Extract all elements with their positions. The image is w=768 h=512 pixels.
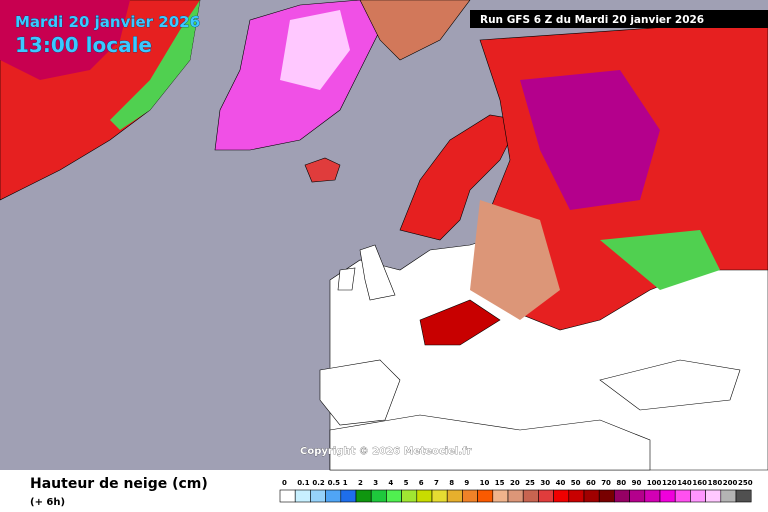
legend-swatch — [553, 489, 570, 503]
copyright: Copyright © 2026 Meteociel.fr — [300, 446, 471, 457]
legend-label: 30 — [540, 479, 550, 487]
legend-label: 9 — [464, 479, 469, 487]
legend-label: 250 — [738, 479, 753, 487]
time-title: 13:00 locale — [15, 33, 152, 57]
legend-label: 10 — [480, 479, 490, 487]
legend-swatch — [340, 489, 357, 503]
footer-step: (+ 6h) — [30, 497, 65, 508]
legend-label: 0.1 — [297, 479, 310, 487]
legend: 0 0.1 0.2 0.5 1 2 3 4 5 6 7 8 9 10 15 20 25 30 40 50 60 70 80 9… — [279, 479, 753, 503]
legend-label: 160 — [692, 479, 707, 487]
legend-swatch — [690, 489, 706, 503]
legend-swatch — [568, 489, 585, 503]
legend-swatch — [401, 489, 418, 503]
legend-swatch — [462, 489, 478, 503]
legend-label: 4 — [388, 479, 393, 487]
legend-label: 90 — [632, 479, 642, 487]
legend-label: 100 — [647, 479, 662, 487]
legend-label: 7 — [434, 479, 439, 487]
legend-label: 20 — [510, 479, 520, 487]
legend-label: 0 — [282, 479, 287, 487]
legend-swatch — [644, 489, 661, 503]
legend-swatch — [386, 489, 402, 503]
legend-swatch — [310, 489, 326, 503]
legend-swatch — [355, 489, 372, 503]
legend-label: 80 — [616, 479, 626, 487]
legend-swatch — [538, 489, 554, 503]
legend-label: 0.2 — [312, 479, 325, 487]
legend-swatch — [598, 489, 615, 503]
date-title: Mardi 20 janvier 2026 — [15, 13, 200, 31]
legend-label: 6 — [419, 479, 424, 487]
legend-swatch — [705, 489, 722, 503]
legend-label: 2 — [358, 479, 363, 487]
legend-swatch — [629, 489, 646, 503]
legend-swatch — [325, 489, 342, 503]
legend-label: 3 — [373, 479, 378, 487]
legend-label: 140 — [677, 479, 692, 487]
legend-label: 70 — [601, 479, 611, 487]
legend-label: 180 — [708, 479, 723, 487]
legend-swatch — [720, 489, 737, 503]
legend-swatch — [446, 489, 463, 503]
legend-label: 5 — [404, 479, 409, 487]
legend-label: 8 — [449, 479, 454, 487]
legend-swatch — [294, 489, 311, 503]
legend-swatch — [507, 489, 524, 503]
legend-label: 15 — [495, 479, 505, 487]
legend-label: 50 — [571, 479, 581, 487]
legend-swatch — [431, 489, 448, 503]
legend-swatch — [674, 489, 691, 503]
run-box — [470, 10, 768, 28]
legend-swatch — [614, 489, 630, 503]
run-info: Run GFS 6 Z du Mardi 20 janvier 2026 — [480, 14, 704, 26]
legend-swatch — [583, 489, 600, 503]
legend-swatch — [735, 489, 752, 503]
legend-label: 25 — [525, 479, 535, 487]
legend-label: 60 — [586, 479, 596, 487]
legend-swatch — [370, 489, 387, 503]
legend-swatch — [492, 489, 509, 503]
footer-title: Hauteur de neige (cm) — [30, 476, 208, 492]
legend-label: 200 — [723, 479, 738, 487]
map-land — [0, 0, 768, 471]
legend-swatch — [477, 489, 494, 503]
legend-swatch — [522, 489, 539, 503]
legend-label: 120 — [662, 479, 677, 487]
legend-swatch — [659, 489, 676, 503]
legend-swatch — [416, 489, 433, 503]
legend-label: 1 — [343, 479, 348, 487]
legend-label: 0.5 — [328, 479, 341, 487]
legend-label: 40 — [556, 479, 566, 487]
legend-swatch — [279, 489, 296, 503]
